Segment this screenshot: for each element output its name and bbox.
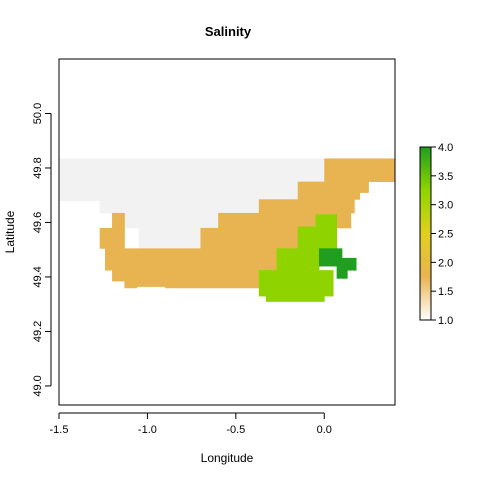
legend-tick-label: 2.5 <box>438 229 453 241</box>
legend-tick-label: 3.0 <box>438 200 453 212</box>
heatmap-cell <box>336 257 357 271</box>
x-axis-label: Longitude <box>201 451 254 465</box>
heatmap-cell <box>59 187 334 202</box>
y-axis-label: Latitude <box>3 210 17 253</box>
heatmap-cell <box>99 227 125 249</box>
y-axis: 49.0 49.2 49.4 49.6 49.8 50.0 <box>32 103 52 397</box>
heatmap-cell <box>336 270 348 279</box>
heatmap-cell <box>124 286 138 289</box>
legend-color-bar <box>419 146 432 321</box>
legend-tick-label: 3.5 <box>438 171 453 183</box>
y-tick-label: 49.4 <box>32 266 44 287</box>
color-legend: 1.0 1.5 2.0 2.5 3.0 3.5 4.0 <box>419 142 453 327</box>
heatmap-cell <box>265 296 325 302</box>
x-tick-label: -0.5 <box>226 424 245 436</box>
heatmap-cell <box>124 281 260 287</box>
heatmap-cell <box>297 192 361 200</box>
x-tick-label: 0.0 <box>317 424 332 436</box>
heatmap-cell <box>315 214 338 227</box>
legend-tick-label: 1.0 <box>438 315 453 327</box>
heatmap-cell <box>318 248 343 267</box>
heatmap-cell <box>324 176 396 182</box>
heatmap-cell <box>297 226 338 249</box>
y-tick-label: 49.2 <box>32 321 44 342</box>
heatmap-cell <box>59 176 361 188</box>
y-tick-label: 49.8 <box>32 157 44 178</box>
heatmap-cell <box>200 227 325 249</box>
chart-title: Salinity <box>205 24 252 39</box>
heatmap-cell <box>297 181 369 193</box>
heatmap-cell <box>258 270 334 297</box>
legend-tick-label: 4.0 <box>438 142 453 154</box>
y-tick-label: 49.0 <box>32 375 44 396</box>
heatmap-cell <box>258 199 355 214</box>
heatmap-cell <box>112 212 125 229</box>
y-tick-label: 50.0 <box>32 103 44 124</box>
heatmap-cell <box>165 286 260 289</box>
heatmap-cell <box>324 158 396 177</box>
legend-ticks: 1.0 1.5 2.0 2.5 3.0 3.5 4.0 <box>431 142 453 327</box>
legend-tick-label: 2.0 <box>438 257 453 269</box>
heatmap-cell <box>59 158 396 177</box>
heatmap-cell <box>104 248 299 271</box>
plot-box <box>58 58 396 406</box>
heatmap-cells <box>59 158 396 302</box>
heatmap-cell <box>276 248 320 271</box>
heatmap-cell <box>112 270 260 282</box>
x-tick-label: -1.5 <box>50 424 69 436</box>
legend-tick-label: 1.5 <box>438 286 453 298</box>
x-tick-label: -1.0 <box>138 424 157 436</box>
x-axis: -1.5 -1.0 -0.5 0.0 <box>50 412 332 436</box>
y-tick-label: 49.6 <box>32 212 44 233</box>
